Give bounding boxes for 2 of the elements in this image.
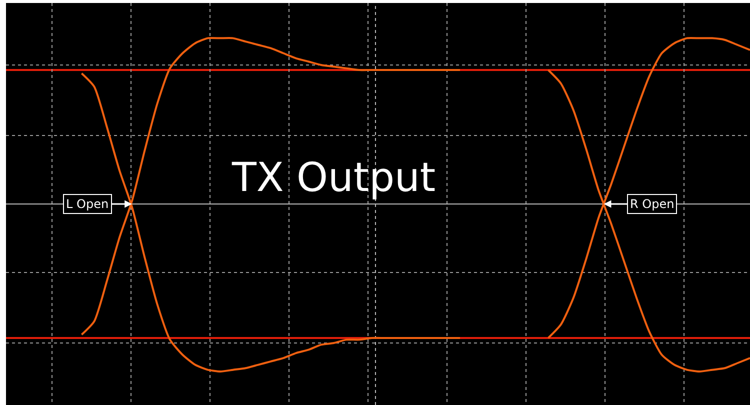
annotation: L Open [66,197,109,211]
annotation: R Open [630,197,674,211]
